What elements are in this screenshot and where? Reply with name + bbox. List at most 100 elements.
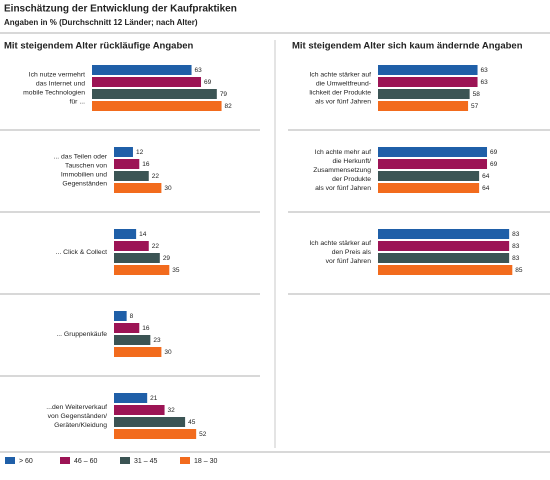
- category-label: das Internet und: [36, 80, 85, 87]
- bar: [114, 159, 140, 169]
- value-label: 83: [512, 243, 520, 250]
- legend-label: 46 – 60: [74, 458, 97, 465]
- value-label: 12: [136, 149, 144, 156]
- value-label: 8: [130, 313, 134, 320]
- value-label: 63: [481, 67, 489, 74]
- bar: [114, 335, 151, 345]
- bar: [378, 171, 480, 181]
- value-label: 30: [164, 349, 172, 356]
- value-label: 35: [172, 267, 180, 274]
- bar: [378, 265, 513, 275]
- legend-swatch: [5, 457, 15, 464]
- bar: [378, 147, 488, 157]
- value-label: 22: [152, 243, 160, 250]
- legend-label: 18 – 30: [194, 458, 217, 465]
- bar: [378, 77, 478, 87]
- category-label: Ich achte mehr auf: [315, 149, 371, 156]
- category-label: Zusammensetzung: [313, 167, 371, 174]
- value-label: 64: [482, 173, 490, 180]
- bar: [378, 183, 480, 193]
- bar: [378, 159, 488, 169]
- category-label: als vor fünf Jahren: [315, 185, 371, 192]
- bar: [92, 65, 192, 75]
- category-label: für ...: [70, 98, 86, 105]
- category-label: Immobilien und: [61, 171, 107, 178]
- value-label: 16: [142, 161, 150, 168]
- category-label: mobile Technologien: [23, 89, 85, 96]
- legend-swatch: [120, 457, 130, 464]
- bar: [114, 323, 140, 333]
- category-label: der Produkte: [332, 176, 371, 183]
- bar: [114, 183, 162, 193]
- bar: [114, 311, 127, 321]
- category-label: von Gegenständen/: [48, 413, 107, 420]
- value-label: 32: [168, 407, 176, 414]
- value-label: 69: [204, 79, 212, 86]
- category-label: als vor fünf Jahren: [315, 98, 371, 105]
- category-label: Ich nutze vermehrt: [29, 71, 85, 78]
- bar: [92, 101, 222, 111]
- panel-title: Mit steigendem Alter rückläufige Angaben: [4, 41, 194, 52]
- value-label: 63: [195, 67, 203, 74]
- category-label: Ich achte stärker auf: [309, 240, 371, 247]
- value-label: 21: [150, 395, 158, 402]
- category-label: die Umweltfreund-: [316, 80, 371, 87]
- bar: [114, 417, 186, 427]
- category-label: Gegenständen: [62, 180, 107, 187]
- bar: [114, 253, 160, 263]
- legend-label: 31 – 45: [134, 458, 157, 465]
- value-label: 69: [490, 149, 498, 156]
- value-label: 58: [473, 91, 481, 98]
- value-label: 30: [164, 185, 172, 192]
- bar: [114, 147, 133, 157]
- value-label: 83: [512, 255, 520, 262]
- value-label: 83: [512, 231, 520, 238]
- bar: [378, 65, 478, 75]
- category-label: vor fünf Jahren: [326, 258, 372, 265]
- value-label: 16: [142, 325, 150, 332]
- value-label: 85: [515, 267, 523, 274]
- bar: [378, 101, 469, 111]
- bar: [114, 405, 165, 415]
- value-label: 57: [471, 103, 479, 110]
- category-label: die Herkunft/: [332, 158, 371, 165]
- category-label: Ich achte stärker auf: [309, 71, 371, 78]
- category-label: Tauschen von: [65, 162, 107, 169]
- category-label: ... Click & Collect: [56, 249, 107, 256]
- category-label: Geräten/Kleidung: [54, 422, 107, 429]
- chart-subtitle: Angaben in % (Durchschnitt 12 Länder; na…: [4, 18, 198, 27]
- bar: [114, 265, 170, 275]
- category-label: den Preis als: [332, 249, 372, 256]
- bar: [92, 77, 202, 87]
- value-label: 45: [188, 419, 196, 426]
- bar: [92, 89, 217, 99]
- value-label: 64: [482, 185, 490, 192]
- bar: [114, 347, 162, 357]
- category-label: ...den Weiterverkauf: [46, 404, 107, 411]
- chart-title: Einschätzung der Entwicklung der Kaufpra…: [4, 4, 237, 15]
- bar: [378, 253, 510, 263]
- category-label: lichkeit der Produkte: [309, 89, 371, 96]
- panel-title: Mit steigendem Alter sich kaum ändernde …: [292, 41, 523, 52]
- category-label: ... das Teilen oder: [53, 153, 107, 160]
- value-label: 52: [199, 431, 207, 438]
- value-label: 82: [225, 103, 233, 110]
- bar: [378, 241, 510, 251]
- legend-swatch: [180, 457, 190, 464]
- category-label: ... Gruppenkäufe: [56, 331, 107, 338]
- bar: [114, 393, 148, 403]
- bar: [114, 241, 149, 251]
- value-label: 79: [220, 91, 228, 98]
- value-label: 23: [153, 337, 161, 344]
- legend-swatch: [60, 457, 70, 464]
- value-label: 22: [152, 173, 160, 180]
- value-label: 14: [139, 231, 147, 238]
- bar: [114, 171, 149, 181]
- bar: [114, 229, 137, 239]
- bar: [378, 89, 470, 99]
- bar: [114, 429, 197, 439]
- bar: [378, 229, 510, 239]
- value-label: 29: [163, 255, 171, 262]
- legend-label: > 60: [19, 458, 33, 465]
